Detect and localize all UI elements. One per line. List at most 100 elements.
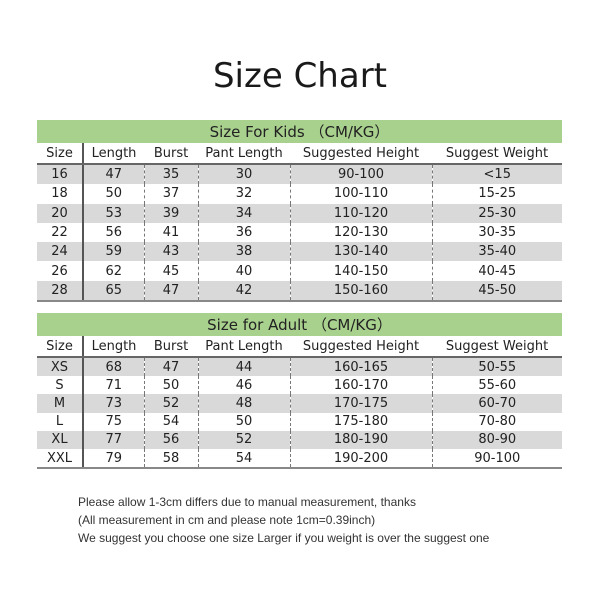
table-cell: 90-100 (289, 164, 432, 185)
column-header: Burst (144, 143, 198, 165)
table-cell: 44 (197, 357, 290, 377)
table-cell: 170-175 (289, 394, 432, 413)
table-cell: 42 (197, 280, 290, 303)
table-cell: 160-165 (289, 357, 432, 377)
table-cell: 50-55 (431, 357, 563, 377)
table-cell: 77 (82, 430, 144, 449)
table-cell: 62 (82, 261, 144, 281)
table-row: XXL 79 58 54 190-200 90-100 (37, 448, 563, 470)
table-cell: XS (37, 357, 83, 377)
table-cell: <15 (431, 164, 562, 185)
table-cell: 100-110 (289, 184, 432, 204)
table-cell: 60-70 (431, 394, 563, 413)
table-cell: 110-120 (289, 203, 432, 223)
table-cell: 53 (82, 203, 144, 223)
table-cell: 46 (197, 376, 290, 395)
table-cell: XL (37, 430, 83, 449)
table-cell: 80-90 (431, 430, 563, 449)
table-cell: 71 (82, 376, 144, 395)
table-cell: 36 (197, 222, 290, 243)
table-cell: 54 (143, 412, 198, 431)
table-cell: S (55, 377, 64, 393)
column-header: Burst (144, 336, 198, 358)
column-header: Pant Length (198, 143, 290, 165)
table-cell: 38 (197, 242, 290, 262)
table-cell: 52 (197, 430, 290, 449)
table-row: 28 65 47 42 150-160 45-50 (37, 280, 562, 303)
table-cell: 39 (143, 203, 198, 223)
column-header: Length (82, 336, 144, 358)
column-header: Suggested Height (290, 336, 432, 358)
table-cell: 15-25 (431, 184, 562, 204)
table-cell: 40-45 (431, 261, 562, 281)
page-title: Size Chart (212, 56, 388, 96)
table-cell: 20 (37, 203, 83, 223)
kids-table-caption: Size For Kids （CM/KG） (37, 120, 562, 143)
table-row: XL 77 56 52 180-190 80-90 (37, 430, 563, 449)
table-cell: 68 (82, 357, 144, 377)
column-header: Suggest Weight (432, 336, 563, 358)
table-cell: 24 (37, 242, 83, 262)
table-cell: 50 (197, 412, 290, 431)
table-row: 26 62 45 40 140-150 40-45 (37, 261, 562, 281)
table-cell: 58 (143, 448, 198, 470)
table-cell: 73 (82, 394, 144, 413)
notes: Please allow 1-3cm differs due to manual… (78, 493, 489, 547)
table-cell: 50 (143, 376, 198, 395)
table-cell: 65 (82, 280, 144, 303)
table-cell: 54 (197, 448, 290, 470)
table-cell: 18 (51, 186, 68, 202)
table-row: 16 47 35 30 90-100 <15 (37, 164, 562, 185)
column-header: Suggested Height (290, 143, 432, 165)
kids-size-table: Size For Kids （CM/KG） Size Length Burst Pan… (37, 120, 562, 303)
table-cell: 32 (197, 184, 290, 204)
table-cell: 79 (82, 448, 144, 470)
table-cell: 160-170 (289, 376, 432, 395)
table-cell: 55-60 (431, 376, 563, 395)
table-row: 20 53 39 34 110-120 25-30 (37, 203, 562, 223)
table-row: M 73 52 48 170-175 60-70 (37, 394, 563, 413)
table-cell: 47 (82, 164, 144, 185)
table-cell: 175-180 (289, 412, 432, 431)
table-row: S 71 50 46 160-170 55-60 (37, 376, 563, 395)
table-cell: 50 (82, 184, 144, 204)
table-cell: 35 (143, 164, 198, 185)
table-cell: 75 (82, 412, 144, 431)
adult-table-caption: Size for Adult （CM/KG） (37, 313, 563, 336)
table-cell: 130-140 (289, 242, 432, 262)
note-line: Please allow 1-3cm differs due to manual… (78, 495, 416, 509)
table-cell: 26 (51, 263, 68, 279)
table-cell: 30 (197, 164, 290, 185)
table-cell: 190-200 (289, 448, 432, 470)
table-cell: 47 (143, 357, 198, 377)
table-row: 22 56 41 36 120-130 30-35 (37, 222, 562, 243)
table-row: 24 59 43 38 130-140 35-40 (37, 242, 562, 262)
table-cell: M (37, 394, 83, 413)
column-header: Suggest Weight (432, 143, 562, 165)
kids-header-row: Size Length Burst Pant Length Suggested Heig… (37, 143, 562, 165)
table-cell: 30-35 (431, 222, 562, 243)
adult-header-row: Size Length Burst Pant Length Suggested Heig… (37, 336, 563, 358)
table-row: 18 50 37 32 100-110 15-25 (37, 184, 562, 204)
table-row: XS 68 47 44 160-165 50-55 (37, 357, 563, 377)
table-cell: 150-160 (289, 280, 432, 303)
table-cell: 56 (143, 430, 198, 449)
column-header: Pant Length (198, 336, 290, 358)
table-cell: 45 (143, 261, 198, 281)
note-line: (All measurement in cm and please note 1… (78, 513, 376, 527)
table-cell: 22 (51, 225, 68, 241)
note-line: We suggest you choose one size Larger if… (78, 531, 490, 545)
table-cell: 37 (143, 184, 198, 204)
table-cell: 52 (143, 394, 198, 413)
table-cell: 59 (82, 242, 144, 262)
table-cell: 90-100 (431, 448, 563, 470)
table-cell: 56 (82, 222, 144, 243)
table-cell: 41 (143, 222, 198, 243)
column-header: Size (37, 143, 83, 165)
table-cell: 180-190 (289, 430, 432, 449)
table-cell: 120-130 (289, 222, 432, 243)
table-cell: L (55, 414, 64, 430)
table-cell: 140-150 (289, 261, 432, 281)
table-cell: 47 (143, 280, 198, 303)
table-cell: 25-30 (431, 203, 562, 223)
